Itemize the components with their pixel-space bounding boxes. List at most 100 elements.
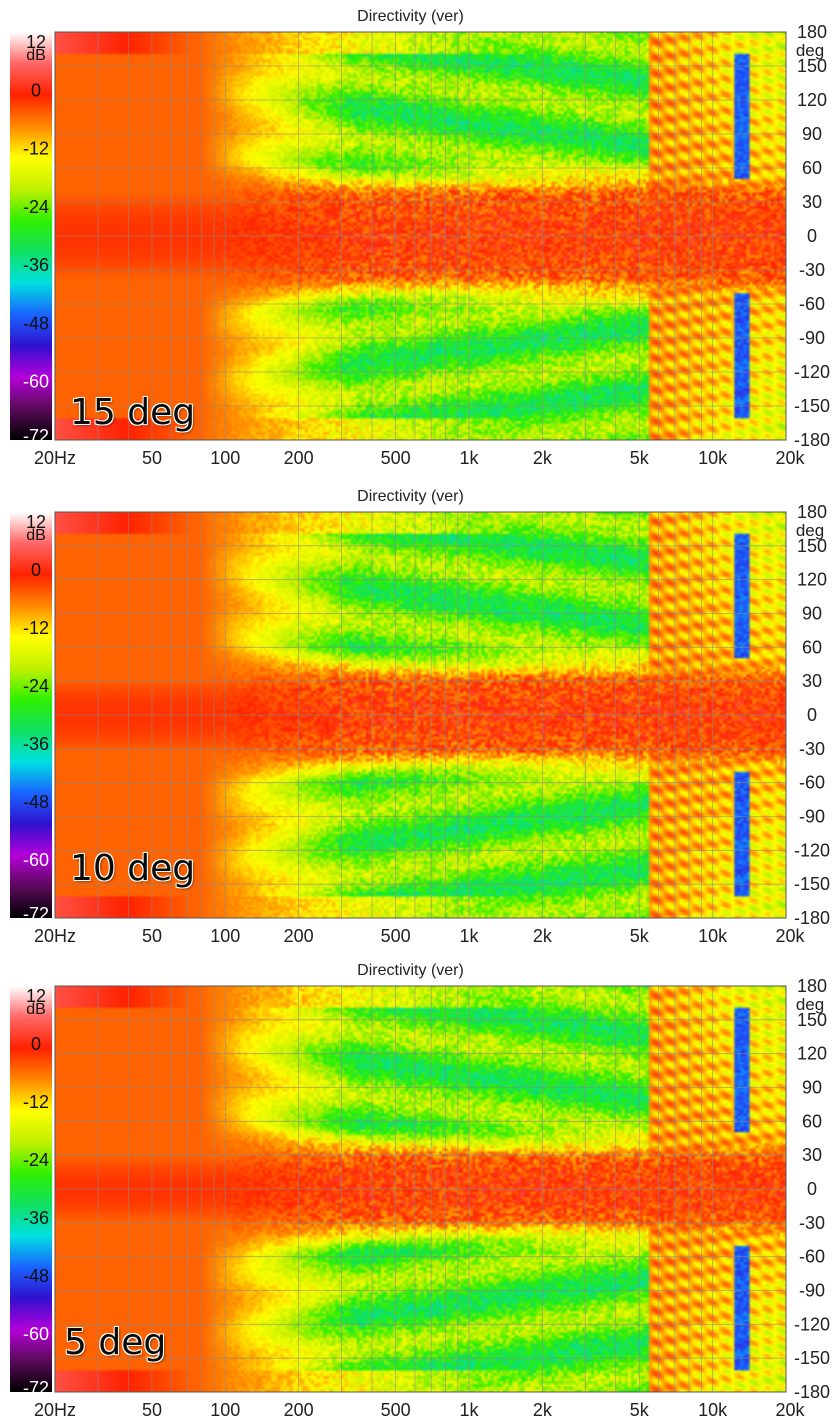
colorbar-tick-label: -60 (23, 850, 49, 870)
y-tick-label: 60 (802, 158, 822, 178)
x-tick-label: 20k (775, 1400, 805, 1420)
x-tick-label: 2k (533, 1400, 553, 1420)
x-tick-label: 500 (381, 926, 411, 946)
y-tick-label: 150 (797, 56, 827, 76)
colorbar-tick-label: 0 (31, 1034, 41, 1054)
y-tick-label: 60 (802, 1111, 822, 1131)
y-tick-label: 0 (807, 705, 817, 725)
colorbar-tick-label: 12 (26, 512, 46, 532)
x-tick-label: 20Hz (34, 1400, 76, 1420)
colorbar-tick-label: -24 (23, 1150, 49, 1170)
colorbar-tick-label: -36 (23, 1208, 49, 1228)
x-tick-label: 200 (284, 926, 314, 946)
colorbar-tick-label: 12 (26, 986, 46, 1006)
directivity-chart-3: Directivity (ver) 20Hz 50 100 200 500 1k 2k 5k 10… (10, 962, 830, 1420)
directivity-panel-2: Directivity (ver) 20Hz 50 100 200 500 1k 2k 5k 10… (0, 478, 840, 954)
directivity-panel-3: Directivity (ver) 20Hz 50 100 200 500 1k 2k 5k 10… (0, 952, 840, 1428)
y-tick-label: 180 (797, 976, 827, 996)
colorbar-tick-label: -72 (23, 426, 49, 446)
x-tick-label: 2k (533, 448, 553, 468)
y-tick-label: 90 (802, 604, 822, 624)
colorbar-tick-label: -48 (23, 313, 49, 333)
colorbar-tick-label: -48 (23, 1266, 49, 1286)
y-tick-label: 180 (797, 502, 827, 522)
x-tick-label: 500 (381, 448, 411, 468)
y-tick-label: 30 (802, 192, 822, 212)
x-tick-label: 1k (459, 1400, 479, 1420)
plot-border (54, 985, 787, 1393)
x-tick-label: 20k (775, 448, 805, 468)
chart-title: Directivity (ver) (357, 8, 464, 25)
y-tick-label: -90 (799, 1281, 825, 1301)
colorbar-unit-label: dB (26, 47, 46, 64)
y-tick-label: -60 (799, 773, 825, 793)
colorbar-tick-label: -24 (23, 676, 49, 696)
colorbar-tick-label: -24 (23, 197, 49, 217)
x-tick-label: 20k (775, 926, 805, 946)
x-tick-label: 100 (210, 448, 240, 468)
y-unit-label: deg (796, 995, 824, 1014)
chart-title: Directivity (ver) (357, 962, 464, 979)
colorbar-tick-label: -36 (23, 255, 49, 275)
y-tick-label: -150 (794, 396, 830, 416)
y-tick-label: -120 (794, 362, 830, 382)
y-tick-label: -120 (794, 1314, 830, 1334)
colorbar (10, 512, 52, 918)
x-tick-label: 5k (630, 1400, 650, 1420)
y-tick-label: -120 (794, 840, 830, 860)
colorbar (10, 986, 52, 1392)
colorbar-tick-label: -48 (23, 792, 49, 812)
panel-annotation: 5 deg (64, 1322, 167, 1363)
y-tick-label: -150 (794, 1348, 830, 1368)
y-tick-label: -60 (799, 294, 825, 314)
y-tick-label: 30 (802, 671, 822, 691)
colorbar (10, 32, 52, 440)
colorbar-tick-label: 12 (26, 32, 46, 52)
colorbar-tick-label: 0 (31, 80, 41, 100)
panel-annotation: 10 deg (70, 848, 196, 889)
y-tick-label: 90 (802, 124, 822, 144)
x-tick-label: 1k (459, 448, 479, 468)
x-tick-label: 10k (698, 1400, 728, 1420)
y-tick-label: 120 (797, 570, 827, 590)
x-tick-label: 50 (142, 1400, 162, 1420)
plot-border (54, 31, 787, 441)
x-tick-label: 100 (210, 926, 240, 946)
y-tick-label: 120 (797, 1044, 827, 1064)
x-tick-label: 10k (698, 926, 728, 946)
colorbar-tick-label: -12 (23, 1092, 49, 1112)
x-tick-label: 20Hz (34, 926, 76, 946)
directivity-panel-1: Directivity (ver) 20Hz 50 100 200 500 1k 2k 5k 10… (0, 0, 840, 476)
colorbar-tick-label: -72 (23, 904, 49, 924)
y-tick-label: 30 (802, 1145, 822, 1165)
y-tick-label: 150 (797, 536, 827, 556)
y-tick-label: -30 (799, 260, 825, 280)
y-tick-label: -90 (799, 807, 825, 827)
y-tick-label: -30 (799, 739, 825, 759)
colorbar-tick-label: -12 (23, 139, 49, 159)
x-tick-label: 10k (698, 448, 728, 468)
colorbar-tick-label: -60 (23, 1324, 49, 1344)
directivity-chart-1: Directivity (ver) 20Hz 50 100 200 500 1k 2k 5k 10… (10, 8, 830, 468)
x-tick-label: 2k (533, 926, 553, 946)
y-tick-label: -30 (799, 1213, 825, 1233)
colorbar-tick-label: -60 (23, 372, 49, 392)
x-tick-label: 200 (284, 448, 314, 468)
y-tick-label: -60 (799, 1247, 825, 1267)
x-tick-label: 1k (459, 926, 479, 946)
y-tick-label: 0 (807, 1179, 817, 1199)
y-tick-label: 180 (797, 22, 827, 42)
x-tick-label: 5k (630, 926, 650, 946)
chart-title: Directivity (ver) (357, 488, 464, 505)
y-tick-label: -180 (794, 1382, 830, 1402)
colorbar-unit-label: dB (26, 527, 46, 544)
y-unit-label: deg (796, 521, 824, 540)
directivity-chart-2: Directivity (ver) 20Hz 50 100 200 500 1k 2k 5k 10… (10, 488, 830, 946)
x-tick-label: 50 (142, 926, 162, 946)
x-tick-label: 5k (630, 448, 650, 468)
y-tick-label: 120 (797, 90, 827, 110)
x-tick-label: 50 (142, 448, 162, 468)
y-unit-label: deg (796, 41, 824, 60)
colorbar-tick-label: 0 (31, 560, 41, 580)
plot-border (54, 511, 787, 919)
